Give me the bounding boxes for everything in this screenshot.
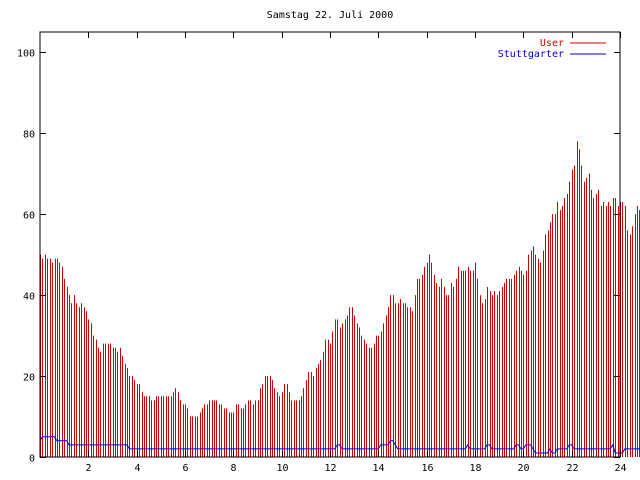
legend-label-user: User [540,38,564,49]
x-axis: 2 4 6 8 10 12 14 16 18 20 22 24 [85,32,627,474]
x-tick-label: 4 [134,463,140,474]
legend: User Stuttgarter [498,38,606,60]
y-tick-label: 0 [29,454,35,465]
x-tick-label: 12 [324,463,336,474]
x-tick-label: 24 [614,463,626,474]
x-tick-label: 18 [469,463,481,474]
x-tick-label: 22 [566,463,578,474]
user-bars [40,141,640,457]
legend-label-stuttgarter: Stuttgarter [498,49,564,60]
y-tick-label: 60 [23,211,35,222]
stuttgarter-series-line [39,436,640,454]
stuttgarter-line [39,436,640,454]
y-tick-label: 100 [17,49,35,60]
y-tick-label: 40 [23,292,35,303]
x-tick-label: 10 [276,463,288,474]
x-tick-label: 14 [372,463,384,474]
chart-title: Samstag 22. Juli 2000 [267,10,393,21]
y-axis: 0 20 40 60 80 100 [17,49,620,465]
x-tick-label: 6 [182,463,188,474]
y-tick-label: 20 [23,373,35,384]
x-tick-label: 2 [85,463,91,474]
y-tick-label: 80 [23,130,35,141]
x-tick-label: 16 [421,463,433,474]
x-tick-label: 20 [517,463,529,474]
x-tick-label: 8 [230,463,236,474]
